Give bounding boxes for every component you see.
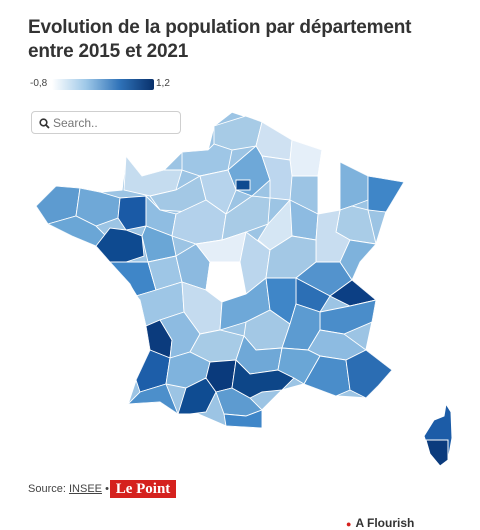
color-legend: -0,8 1,2 [30, 76, 180, 96]
source-label: Source: [28, 483, 66, 495]
legend-min-label: -0,8 [30, 78, 48, 89]
department-region[interactable] [117, 195, 147, 231]
department-region[interactable] [345, 349, 393, 399]
department-region[interactable] [367, 175, 404, 213]
chart-title: Evolution de la population par départeme… [28, 17, 412, 62]
department-region[interactable] [181, 143, 233, 177]
department-region[interactable] [235, 179, 251, 191]
legend-max-label: 1,2 [156, 78, 170, 89]
le-point-logo[interactable]: Le Point [110, 480, 176, 498]
department-region[interactable] [339, 239, 377, 281]
search-input[interactable] [53, 114, 177, 131]
flourish-credit[interactable]: ● A Flourish [346, 516, 414, 530]
source-separator: • [105, 483, 109, 495]
department-region[interactable] [199, 169, 237, 215]
department-region[interactable] [339, 161, 369, 211]
search-icon [39, 118, 50, 129]
flourish-logo-icon: ● [346, 519, 352, 529]
flourish-credit-label: A Flourish [355, 516, 415, 530]
legend-gradient-bar [52, 79, 154, 90]
source-note: Source: INSEE • [28, 483, 109, 495]
department-region[interactable] [123, 154, 183, 197]
department-region[interactable] [303, 355, 351, 397]
source-link-insee[interactable]: INSEE [68, 483, 102, 495]
department-region[interactable] [289, 139, 323, 177]
corsica-region[interactable] [425, 439, 449, 467]
department-region[interactable] [223, 409, 263, 428]
search-box[interactable] [31, 111, 181, 134]
